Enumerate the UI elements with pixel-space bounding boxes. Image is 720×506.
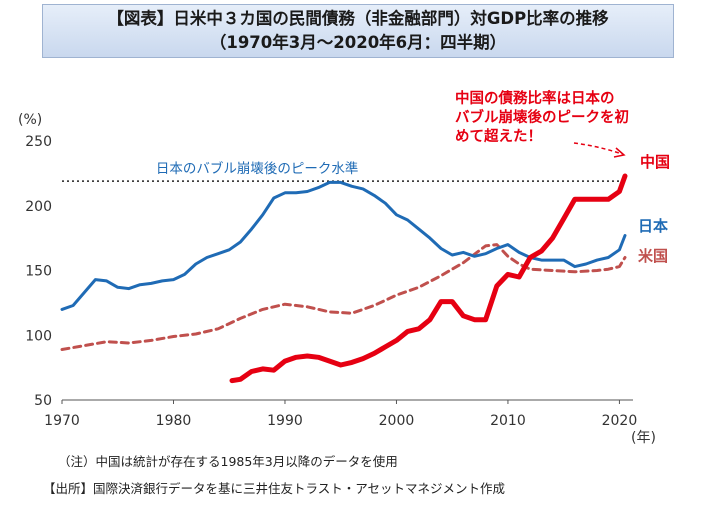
chart-title: 【図表】日米中３カ国の民間債務（非金融部門）対GDP比率の推移 xyxy=(107,9,609,28)
annotation-arrowhead xyxy=(613,147,626,158)
series-line-us xyxy=(60,243,627,351)
y-tick-label: 250 xyxy=(25,134,52,150)
x-tick-label: 1970 xyxy=(44,413,80,429)
chart-note: （注）中国は統計が存在する1985年3月以降のデータを使用 xyxy=(58,454,398,469)
series-label: 中国 xyxy=(640,153,670,171)
annotation-arrow xyxy=(573,142,623,155)
series-line-china xyxy=(229,173,628,384)
x-axis-unit: (年) xyxy=(631,430,656,446)
series-label: 米国 xyxy=(638,247,668,265)
chart-title-box: 【図表】日米中３カ国の民間債務（非金融部門）対GDP比率の推移 （1970年3月… xyxy=(42,4,674,58)
annotation-text: めて超えた！ xyxy=(455,127,542,145)
chart-subtitle: （1970年3月〜2020年6月：四半期） xyxy=(209,33,507,52)
y-tick-label: 50 xyxy=(34,393,52,409)
annotation-text: 中国の債務比率は日本の xyxy=(455,89,615,107)
x-tick-label: 1980 xyxy=(156,413,192,429)
y-tick-label: 100 xyxy=(25,328,52,344)
x-tick-label: 2000 xyxy=(379,413,415,429)
annotation-text: バブル崩壊後のピークを初 xyxy=(455,108,629,126)
x-tick-label: 1990 xyxy=(267,413,303,429)
x-tick-label: 2010 xyxy=(490,413,526,429)
series-line-japan xyxy=(60,180,627,311)
reference-line-label: 日本のバブル崩壊後のピーク水準 xyxy=(156,160,359,177)
chart-source: 【出所】国際決済銀行データを基に三井住友トラスト・アセットマネジメント作成 xyxy=(43,481,506,496)
y-tick-label: 200 xyxy=(25,199,52,215)
series-label: 日本 xyxy=(638,217,668,235)
y-tick-label: 150 xyxy=(25,264,52,280)
y-axis-unit: (%) xyxy=(18,112,42,128)
x-tick-label: 2020 xyxy=(602,413,638,429)
